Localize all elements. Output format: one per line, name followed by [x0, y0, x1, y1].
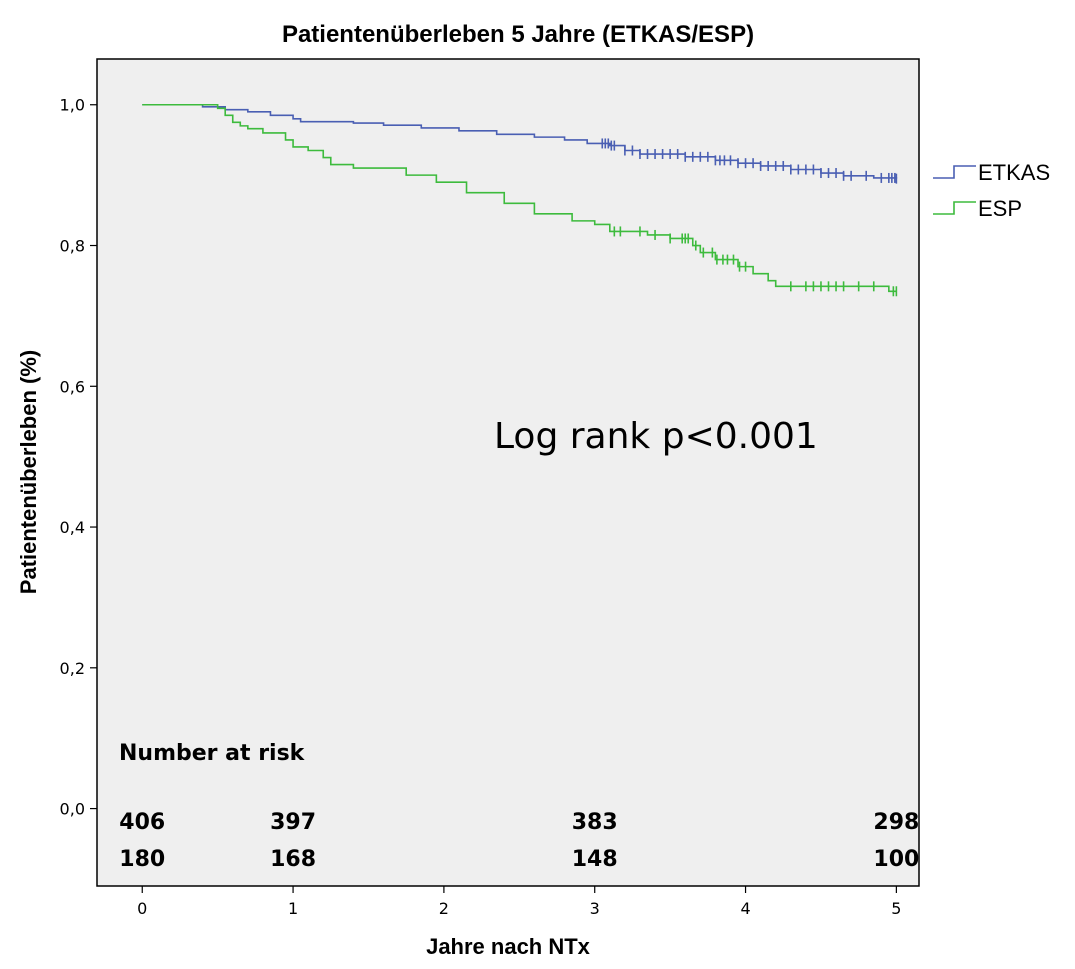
y-tick-label: 0,0	[60, 800, 85, 819]
x-tick-label: 5	[891, 899, 901, 918]
risk-count-esp: 168	[270, 847, 316, 872]
risk-count-etkas: 298	[873, 810, 919, 835]
legend: ETKAS ESP	[933, 160, 1050, 221]
number-at-risk-heading: Number at risk	[119, 741, 306, 766]
x-tick-label: 2	[439, 899, 449, 918]
y-tick-label: 0,4	[60, 518, 85, 537]
legend-item-esp: ESP	[933, 196, 1022, 221]
risk-count-etkas: 397	[270, 810, 316, 835]
y-axis-title: Patientenüberleben (%)	[16, 350, 41, 594]
series-etkas	[142, 103, 898, 184]
x-tick-label: 4	[740, 899, 750, 918]
y-tick-label: 0,6	[60, 377, 85, 396]
risk-count-esp: 148	[572, 847, 618, 872]
y-tick-label: 1,0	[60, 96, 85, 115]
y-tick-label: 0,2	[60, 659, 85, 678]
x-axis: 0 1 2 3 4 5	[137, 886, 901, 918]
legend-swatch	[933, 201, 976, 215]
series-esp	[142, 103, 898, 297]
legend-label: ESP	[978, 196, 1022, 221]
series-layer	[142, 103, 898, 297]
x-axis-title: Jahre nach NTx	[426, 934, 591, 959]
plot-area	[96, 58, 920, 887]
y-axis: 0,0 0,2 0,4 0,6 0,8 1,0	[60, 96, 97, 819]
x-tick-label: 3	[590, 899, 600, 918]
x-tick-label: 1	[288, 899, 298, 918]
risk-count-esp: 180	[119, 847, 165, 872]
x-tick-label: 0	[137, 899, 147, 918]
log-rank-annotation: Log rank p<0.001	[494, 416, 818, 457]
risk-count-esp: 100	[873, 847, 919, 872]
chart-title: Patientenüberleben 5 Jahre (ETKAS/ESP)	[282, 21, 754, 48]
risk-count-etkas: 383	[572, 810, 618, 835]
legend-swatch	[933, 165, 976, 179]
y-tick-label: 0,8	[60, 237, 85, 256]
legend-item-etkas: ETKAS	[933, 160, 1050, 185]
legend-label: ETKAS	[978, 160, 1050, 185]
number-at-risk-table: Number at risk 406 397 383 298 180 168 148 100	[119, 741, 919, 872]
risk-count-etkas: 406	[119, 810, 165, 835]
